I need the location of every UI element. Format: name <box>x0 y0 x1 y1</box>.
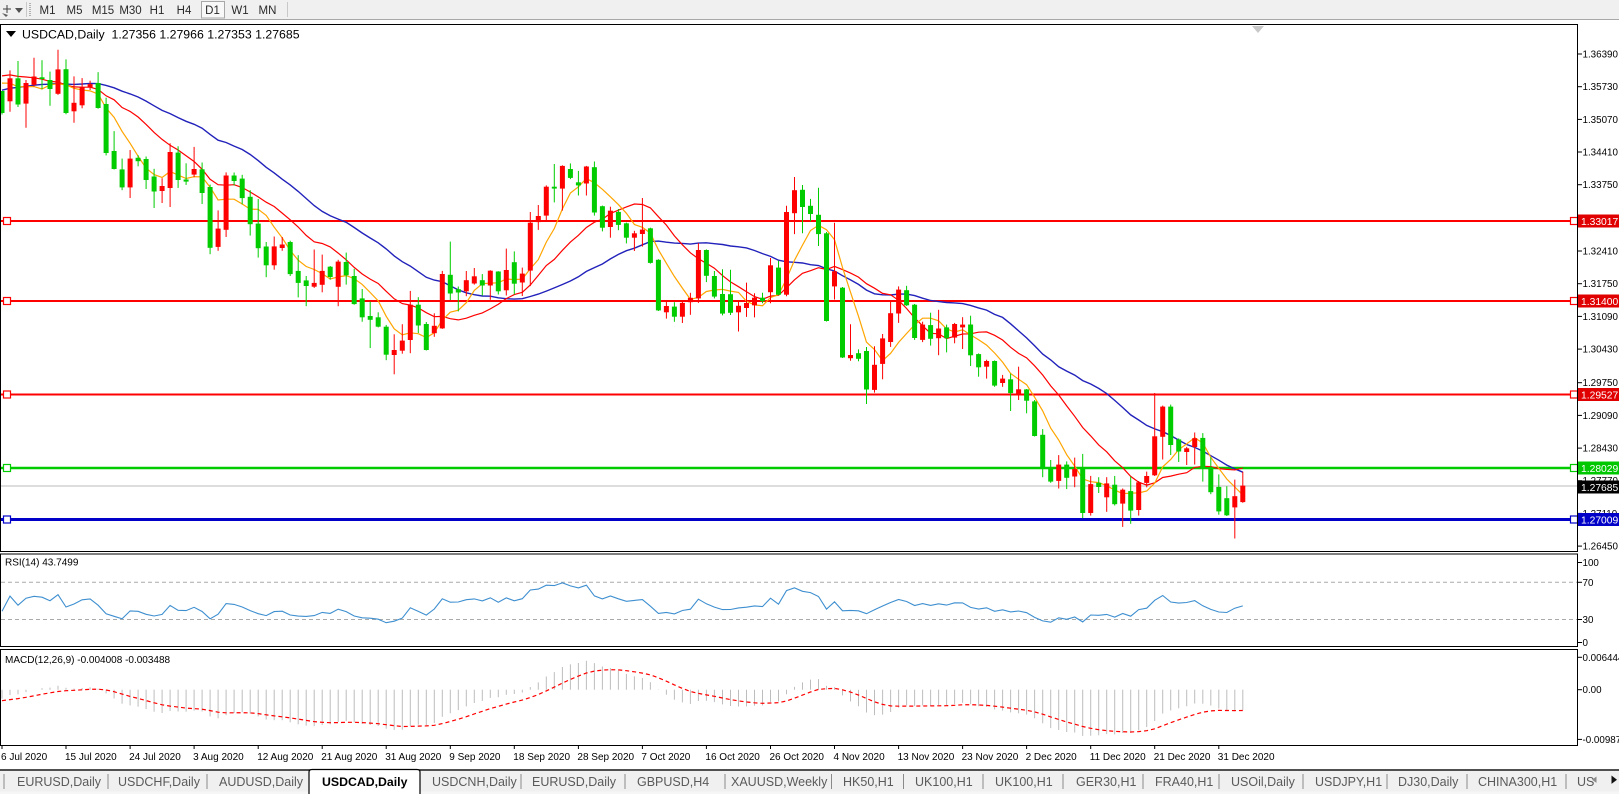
svg-text:1.31400: 1.31400 <box>1581 297 1618 308</box>
svg-text:23 Nov 2020: 23 Nov 2020 <box>962 752 1019 763</box>
svg-text:EURUSD,Daily: EURUSD,Daily <box>17 775 102 789</box>
svg-text:1.33017: 1.33017 <box>1581 217 1618 228</box>
svg-text:M1: M1 <box>40 5 56 17</box>
svg-text:15 Jul 2020: 15 Jul 2020 <box>65 752 117 763</box>
svg-text:31 Aug 2020: 31 Aug 2020 <box>385 752 442 763</box>
svg-text:UK100,H1: UK100,H1 <box>915 775 973 789</box>
svg-text:100: 100 <box>1583 558 1600 569</box>
svg-text:21 Dec 2020: 21 Dec 2020 <box>1154 752 1211 763</box>
svg-text:6 Jul 2020: 6 Jul 2020 <box>1 752 48 763</box>
svg-text:M30: M30 <box>119 5 141 17</box>
svg-text:MN: MN <box>259 5 277 17</box>
svg-text:D1: D1 <box>205 5 220 17</box>
svg-text:DJ30,Daily: DJ30,Daily <box>1398 775 1459 789</box>
svg-text:W1: W1 <box>231 5 248 17</box>
svg-text:18 Sep 2020: 18 Sep 2020 <box>513 752 570 763</box>
svg-text:MACD(12,26,9) -0.004008 -0.003: MACD(12,26,9) -0.004008 -0.003488 <box>5 655 171 666</box>
svg-text:H4: H4 <box>177 5 192 17</box>
svg-text:4 Nov 2020: 4 Nov 2020 <box>834 752 886 763</box>
svg-text:0.00: 0.00 <box>1583 685 1603 696</box>
svg-text:16 Oct 2020: 16 Oct 2020 <box>705 752 760 763</box>
svg-text:1.29750: 1.29750 <box>1583 378 1619 389</box>
svg-text:11 Dec 2020: 11 Dec 2020 <box>1090 752 1146 763</box>
svg-text:1.36390: 1.36390 <box>1583 50 1619 61</box>
svg-text:31 Dec 2020: 31 Dec 2020 <box>1218 752 1275 763</box>
svg-text:1.30430: 1.30430 <box>1583 345 1619 356</box>
svg-text:3 Aug 2020: 3 Aug 2020 <box>193 752 244 763</box>
svg-text:0: 0 <box>1583 638 1589 649</box>
svg-text:AUDUSD,Daily: AUDUSD,Daily <box>219 775 304 789</box>
svg-text:USDCAD,Daily: USDCAD,Daily <box>322 775 408 789</box>
svg-text:GBPUSD,H4: GBPUSD,H4 <box>637 775 709 789</box>
svg-text:1.29090: 1.29090 <box>1583 411 1619 422</box>
svg-text:12 Aug 2020: 12 Aug 2020 <box>257 752 314 763</box>
svg-text:21 Aug 2020: 21 Aug 2020 <box>321 752 378 763</box>
svg-text:2 Dec 2020: 2 Dec 2020 <box>1026 752 1078 763</box>
svg-text:1.27685: 1.27685 <box>1581 483 1618 494</box>
svg-text:1.28029: 1.28029 <box>1581 464 1618 475</box>
svg-text:28 Sep 2020: 28 Sep 2020 <box>577 752 634 763</box>
svg-text:30: 30 <box>1583 615 1594 626</box>
svg-text:26 Oct 2020: 26 Oct 2020 <box>770 752 825 763</box>
svg-text:USDCAD,Daily 1.27356 1.27966: USDCAD,Daily 1.27356 1.27966 1.27353 1.2… <box>22 28 300 42</box>
svg-text:XAUUSD,Weekly: XAUUSD,Weekly <box>731 775 828 789</box>
svg-text:13 Nov 2020: 13 Nov 2020 <box>898 752 955 763</box>
svg-text:9 Sep 2020: 9 Sep 2020 <box>449 752 501 763</box>
svg-text:US: US <box>1577 775 1594 789</box>
svg-text:1.31750: 1.31750 <box>1583 279 1619 290</box>
svg-text:USDCNH,Daily: USDCNH,Daily <box>432 775 517 789</box>
svg-text:CHINA300,H1: CHINA300,H1 <box>1478 775 1557 789</box>
svg-text:M5: M5 <box>67 5 83 17</box>
svg-text:1.29527: 1.29527 <box>1581 391 1618 402</box>
svg-text:USOil,Daily: USOil,Daily <box>1231 775 1296 789</box>
svg-text:HK50,H1: HK50,H1 <box>843 775 894 789</box>
svg-text:-0.00987: -0.00987 <box>1583 735 1619 746</box>
svg-text:70: 70 <box>1583 578 1594 589</box>
svg-text:1.35730: 1.35730 <box>1583 82 1619 93</box>
svg-text:1.32410: 1.32410 <box>1583 247 1619 258</box>
svg-text:M15: M15 <box>92 5 114 17</box>
svg-text:RSI(14) 43.7499: RSI(14) 43.7499 <box>5 558 79 569</box>
svg-text:EURUSD,Daily: EURUSD,Daily <box>532 775 617 789</box>
svg-text:1.31090: 1.31090 <box>1583 312 1619 323</box>
svg-text:1.34410: 1.34410 <box>1583 148 1619 159</box>
svg-text:1.28430: 1.28430 <box>1583 444 1619 455</box>
svg-text:GER30,H1: GER30,H1 <box>1076 775 1136 789</box>
svg-text:7 Oct 2020: 7 Oct 2020 <box>641 752 690 763</box>
svg-text:FRA40,H1: FRA40,H1 <box>1155 775 1213 789</box>
svg-text:H1: H1 <box>150 5 165 17</box>
svg-text:1.33750: 1.33750 <box>1583 180 1619 191</box>
svg-text:UK100,H1: UK100,H1 <box>995 775 1053 789</box>
svg-text:24 Jul 2020: 24 Jul 2020 <box>129 752 181 763</box>
svg-text:1.26450: 1.26450 <box>1583 542 1619 553</box>
svg-text:1.27009: 1.27009 <box>1581 516 1618 527</box>
svg-text:USDJPY,H1: USDJPY,H1 <box>1315 775 1382 789</box>
svg-text:1.35070: 1.35070 <box>1583 115 1619 126</box>
svg-text:USDCHF,Daily: USDCHF,Daily <box>118 775 201 789</box>
svg-text:0.006444: 0.006444 <box>1583 653 1619 664</box>
